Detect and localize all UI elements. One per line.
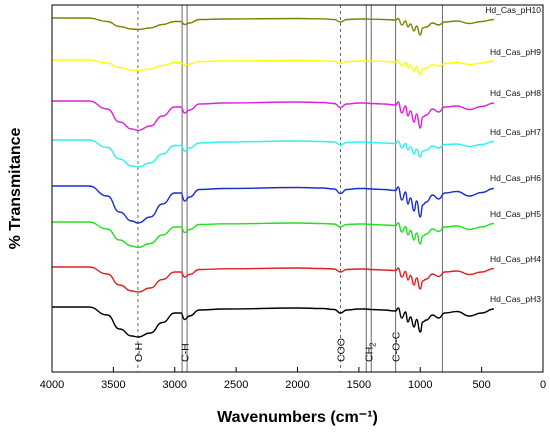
band-label: CH2 — [364, 342, 378, 362]
series-line — [52, 221, 494, 249]
series-line — [51, 306, 494, 338]
series-line — [52, 17, 494, 36]
x-tick-label: 3500 — [101, 379, 125, 391]
band-label: C-H — [180, 343, 192, 362]
spectra-traces — [51, 17, 494, 338]
series-label: Hd_Cas_pH6 — [490, 173, 541, 183]
series-label: Hd_Cas_pH7 — [490, 127, 541, 137]
x-tick-label: 3000 — [163, 379, 187, 391]
series-label: Hd_Cas_pH8 — [490, 88, 541, 98]
series-label: Hd_Cas_pH3 — [490, 294, 541, 304]
x-tick-label: 2500 — [224, 379, 248, 391]
series-label: Hd_Cas_pH9 — [490, 47, 541, 57]
x-tick-label: 1000 — [408, 379, 432, 391]
x-tick-label: 2000 — [285, 379, 309, 391]
series-line — [51, 266, 494, 293]
series-label: Hd_Cas_pH5 — [490, 209, 541, 219]
series-line — [51, 100, 494, 132]
x-axis-ticks: 4000 3500 3000 2500 2000 1500 1000 500 0 — [40, 367, 546, 391]
x-tick-label: 500 — [472, 379, 490, 391]
series-labels: Hd_Cas_pH10 Hd_Cas_pH9 Hd_Cas_pH8 Hd_Cas_pH… — [485, 5, 541, 304]
series-line — [52, 59, 494, 76]
y-axis-title: % Transmitance — [7, 127, 24, 249]
series-line — [52, 185, 494, 224]
series-line — [52, 139, 494, 168]
x-tick-label: 1500 — [347, 379, 371, 391]
series-label: Hd_Cas_pH10 — [485, 5, 541, 15]
band-label: COO — [335, 338, 347, 362]
x-tick-label: 4000 — [40, 379, 64, 391]
series-label: Hd_Cas_pH4 — [490, 254, 541, 264]
x-tick-label: 0 — [540, 379, 546, 391]
band-label: C-O-C — [391, 331, 403, 362]
x-axis-title: Wavenumbers (cm⁻¹) — [217, 409, 378, 426]
band-label: O-H — [133, 343, 145, 362]
